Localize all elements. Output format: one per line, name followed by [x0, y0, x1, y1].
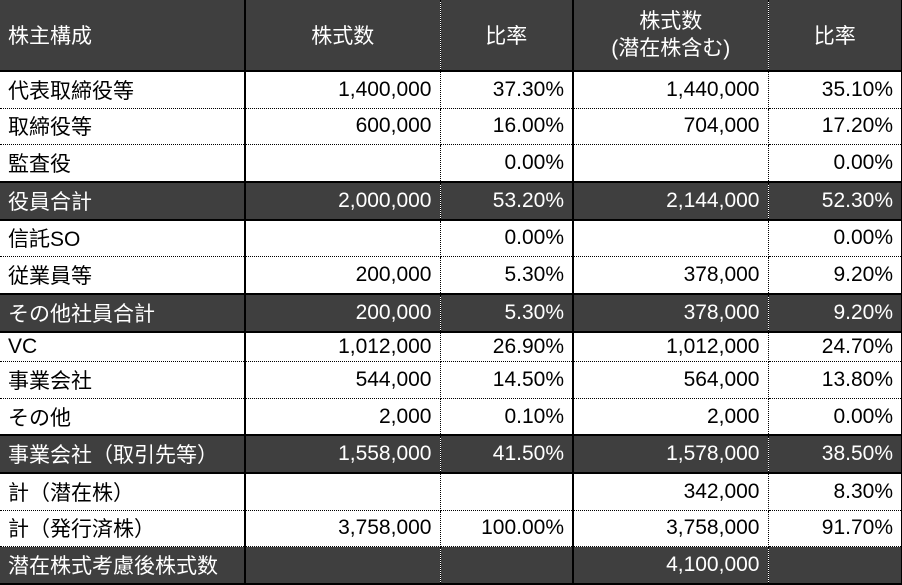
cell-shares-potential: [573, 144, 769, 183]
row-label: 計（潜在株）: [0, 473, 246, 511]
cell-shares: 2,000,000: [245, 180, 441, 221]
cell-shares: 3,758,000: [245, 510, 441, 548]
row-label: 計（発行済株）: [0, 510, 246, 548]
table-row: その他 2,000 0.10% 2,000 0.00%: [0, 398, 902, 436]
cell-shares: [245, 546, 441, 585]
table-row: 計（潜在株） 342,000 8.30%: [0, 473, 902, 511]
cell-ratio: 5.30%: [440, 292, 574, 333]
table-row: 監査役 0.00% 0.00%: [0, 144, 902, 183]
cell-shares-potential: 342,000: [573, 473, 769, 511]
table-row: 従業員等 200,000 5.30% 378,000 9.20%: [0, 256, 902, 295]
cell-ratio-potential: 17.20%: [768, 108, 902, 146]
table-row: 役員合計 2,000,000 53.20% 2,144,000 52.30%: [0, 180, 902, 221]
header-share-count-potential-line2: (潜在株含む): [611, 37, 731, 60]
header-share-count-potential: 株式数 (潜在株含む): [573, 0, 769, 72]
cell-shares-potential: 4,100,000: [573, 546, 769, 585]
header-shareholder-structure: 株主構成: [0, 0, 246, 72]
row-label: 潜在株式考慮後株式数: [0, 546, 246, 585]
cell-shares: 544,000: [245, 361, 441, 399]
cell-shares-potential: 1,440,000: [573, 71, 769, 109]
cell-shares-potential: [573, 219, 769, 258]
row-label: 事業会社（取引先等）: [0, 434, 246, 475]
cell-shares: [245, 144, 441, 183]
header-ratio: 比率: [440, 0, 574, 72]
cell-ratio: 100.00%: [440, 510, 574, 548]
cell-shares: 2,000: [245, 398, 441, 436]
table-row: 事業会社（取引先等） 1,558,000 41.50% 1,578,000 38.50%: [0, 434, 902, 475]
table-row: 代表取締役等 1,400,000 37.30% 1,440,000 35.10%: [0, 71, 902, 109]
header-ratio-potential: 比率: [768, 0, 902, 72]
table-row: その他社員合計 200,000 5.30% 378,000 9.20%: [0, 292, 902, 333]
row-label: その他社員合計: [0, 292, 246, 333]
cell-shares: 1,012,000: [245, 331, 441, 363]
row-label: 役員合計: [0, 180, 246, 221]
header-row: 株主構成 株式数 比率 株式数 (潜在株含む) 比率: [0, 0, 902, 72]
cell-ratio-potential: 38.50%: [768, 434, 902, 475]
cell-ratio: [440, 473, 574, 511]
cell-ratio-potential: 0.00%: [768, 144, 902, 183]
header-share-count: 株式数: [245, 0, 441, 72]
cell-shares: 200,000: [245, 292, 441, 333]
cell-ratio: 0.00%: [440, 144, 574, 183]
row-label: 監査役: [0, 144, 246, 183]
cell-ratio: 5.30%: [440, 256, 574, 295]
cell-ratio-potential: 8.30%: [768, 473, 902, 511]
cell-shares-potential: 3,758,000: [573, 510, 769, 548]
cell-ratio-potential: 13.80%: [768, 361, 902, 399]
cell-ratio: 0.10%: [440, 398, 574, 436]
row-label: 取締役等: [0, 108, 246, 146]
table-row: 事業会社 544,000 14.50% 564,000 13.80%: [0, 361, 902, 399]
cell-ratio: 26.90%: [440, 331, 574, 363]
table-row: 信託SO 0.00% 0.00%: [0, 219, 902, 258]
table-row: 取締役等 600,000 16.00% 704,000 17.20%: [0, 108, 902, 146]
cell-ratio-potential: 9.20%: [768, 256, 902, 295]
cell-shares-potential: 378,000: [573, 292, 769, 333]
table-row: 計（発行済株） 3,758,000 100.00% 3,758,000 91.70%: [0, 510, 902, 548]
cell-shares-potential: 2,000: [573, 398, 769, 436]
cell-shares-potential: 2,144,000: [573, 180, 769, 221]
cell-shares: 200,000: [245, 256, 441, 295]
cell-ratio-potential: [768, 546, 902, 585]
cell-shares-potential: 564,000: [573, 361, 769, 399]
row-label: 信託SO: [0, 219, 246, 258]
cell-ratio: 53.20%: [440, 180, 574, 221]
cell-ratio-potential: 0.00%: [768, 398, 902, 436]
cell-ratio: [440, 546, 574, 585]
row-label: 従業員等: [0, 256, 246, 295]
cell-ratio-potential: 9.20%: [768, 292, 902, 333]
header-share-count-potential-line1: 株式数: [639, 9, 703, 33]
cell-shares: [245, 473, 441, 511]
cell-shares-potential: 1,012,000: [573, 331, 769, 363]
cell-ratio-potential: 91.70%: [768, 510, 902, 548]
cell-ratio: 16.00%: [440, 108, 574, 146]
cell-shares-potential: 704,000: [573, 108, 769, 146]
cell-shares: 1,558,000: [245, 434, 441, 475]
row-label: その他: [0, 398, 246, 436]
row-label: 事業会社: [0, 361, 246, 399]
cell-ratio-potential: 0.00%: [768, 219, 902, 258]
cell-shares-potential: 1,578,000: [573, 434, 769, 475]
cell-ratio: 0.00%: [440, 219, 574, 258]
table-body: 代表取締役等 1,400,000 37.30% 1,440,000 35.10% 取締役等…: [0, 71, 902, 585]
cell-ratio-potential: 24.70%: [768, 331, 902, 363]
cell-ratio: 14.50%: [440, 361, 574, 399]
table-row: VC 1,012,000 26.90% 1,012,000 24.70%: [0, 331, 902, 363]
row-label: 代表取締役等: [0, 71, 246, 109]
cell-shares: 1,400,000: [245, 71, 441, 109]
cell-shares: [245, 219, 441, 258]
cell-ratio: 41.50%: [440, 434, 574, 475]
cell-shares-potential: 378,000: [573, 256, 769, 295]
table-row: 潜在株式考慮後株式数 4,100,000: [0, 546, 902, 585]
cell-shares: 600,000: [245, 108, 441, 146]
cell-ratio-potential: 35.10%: [768, 71, 902, 109]
cell-ratio-potential: 52.30%: [768, 180, 902, 221]
cell-ratio: 37.30%: [440, 71, 574, 109]
row-label: VC: [0, 331, 246, 363]
